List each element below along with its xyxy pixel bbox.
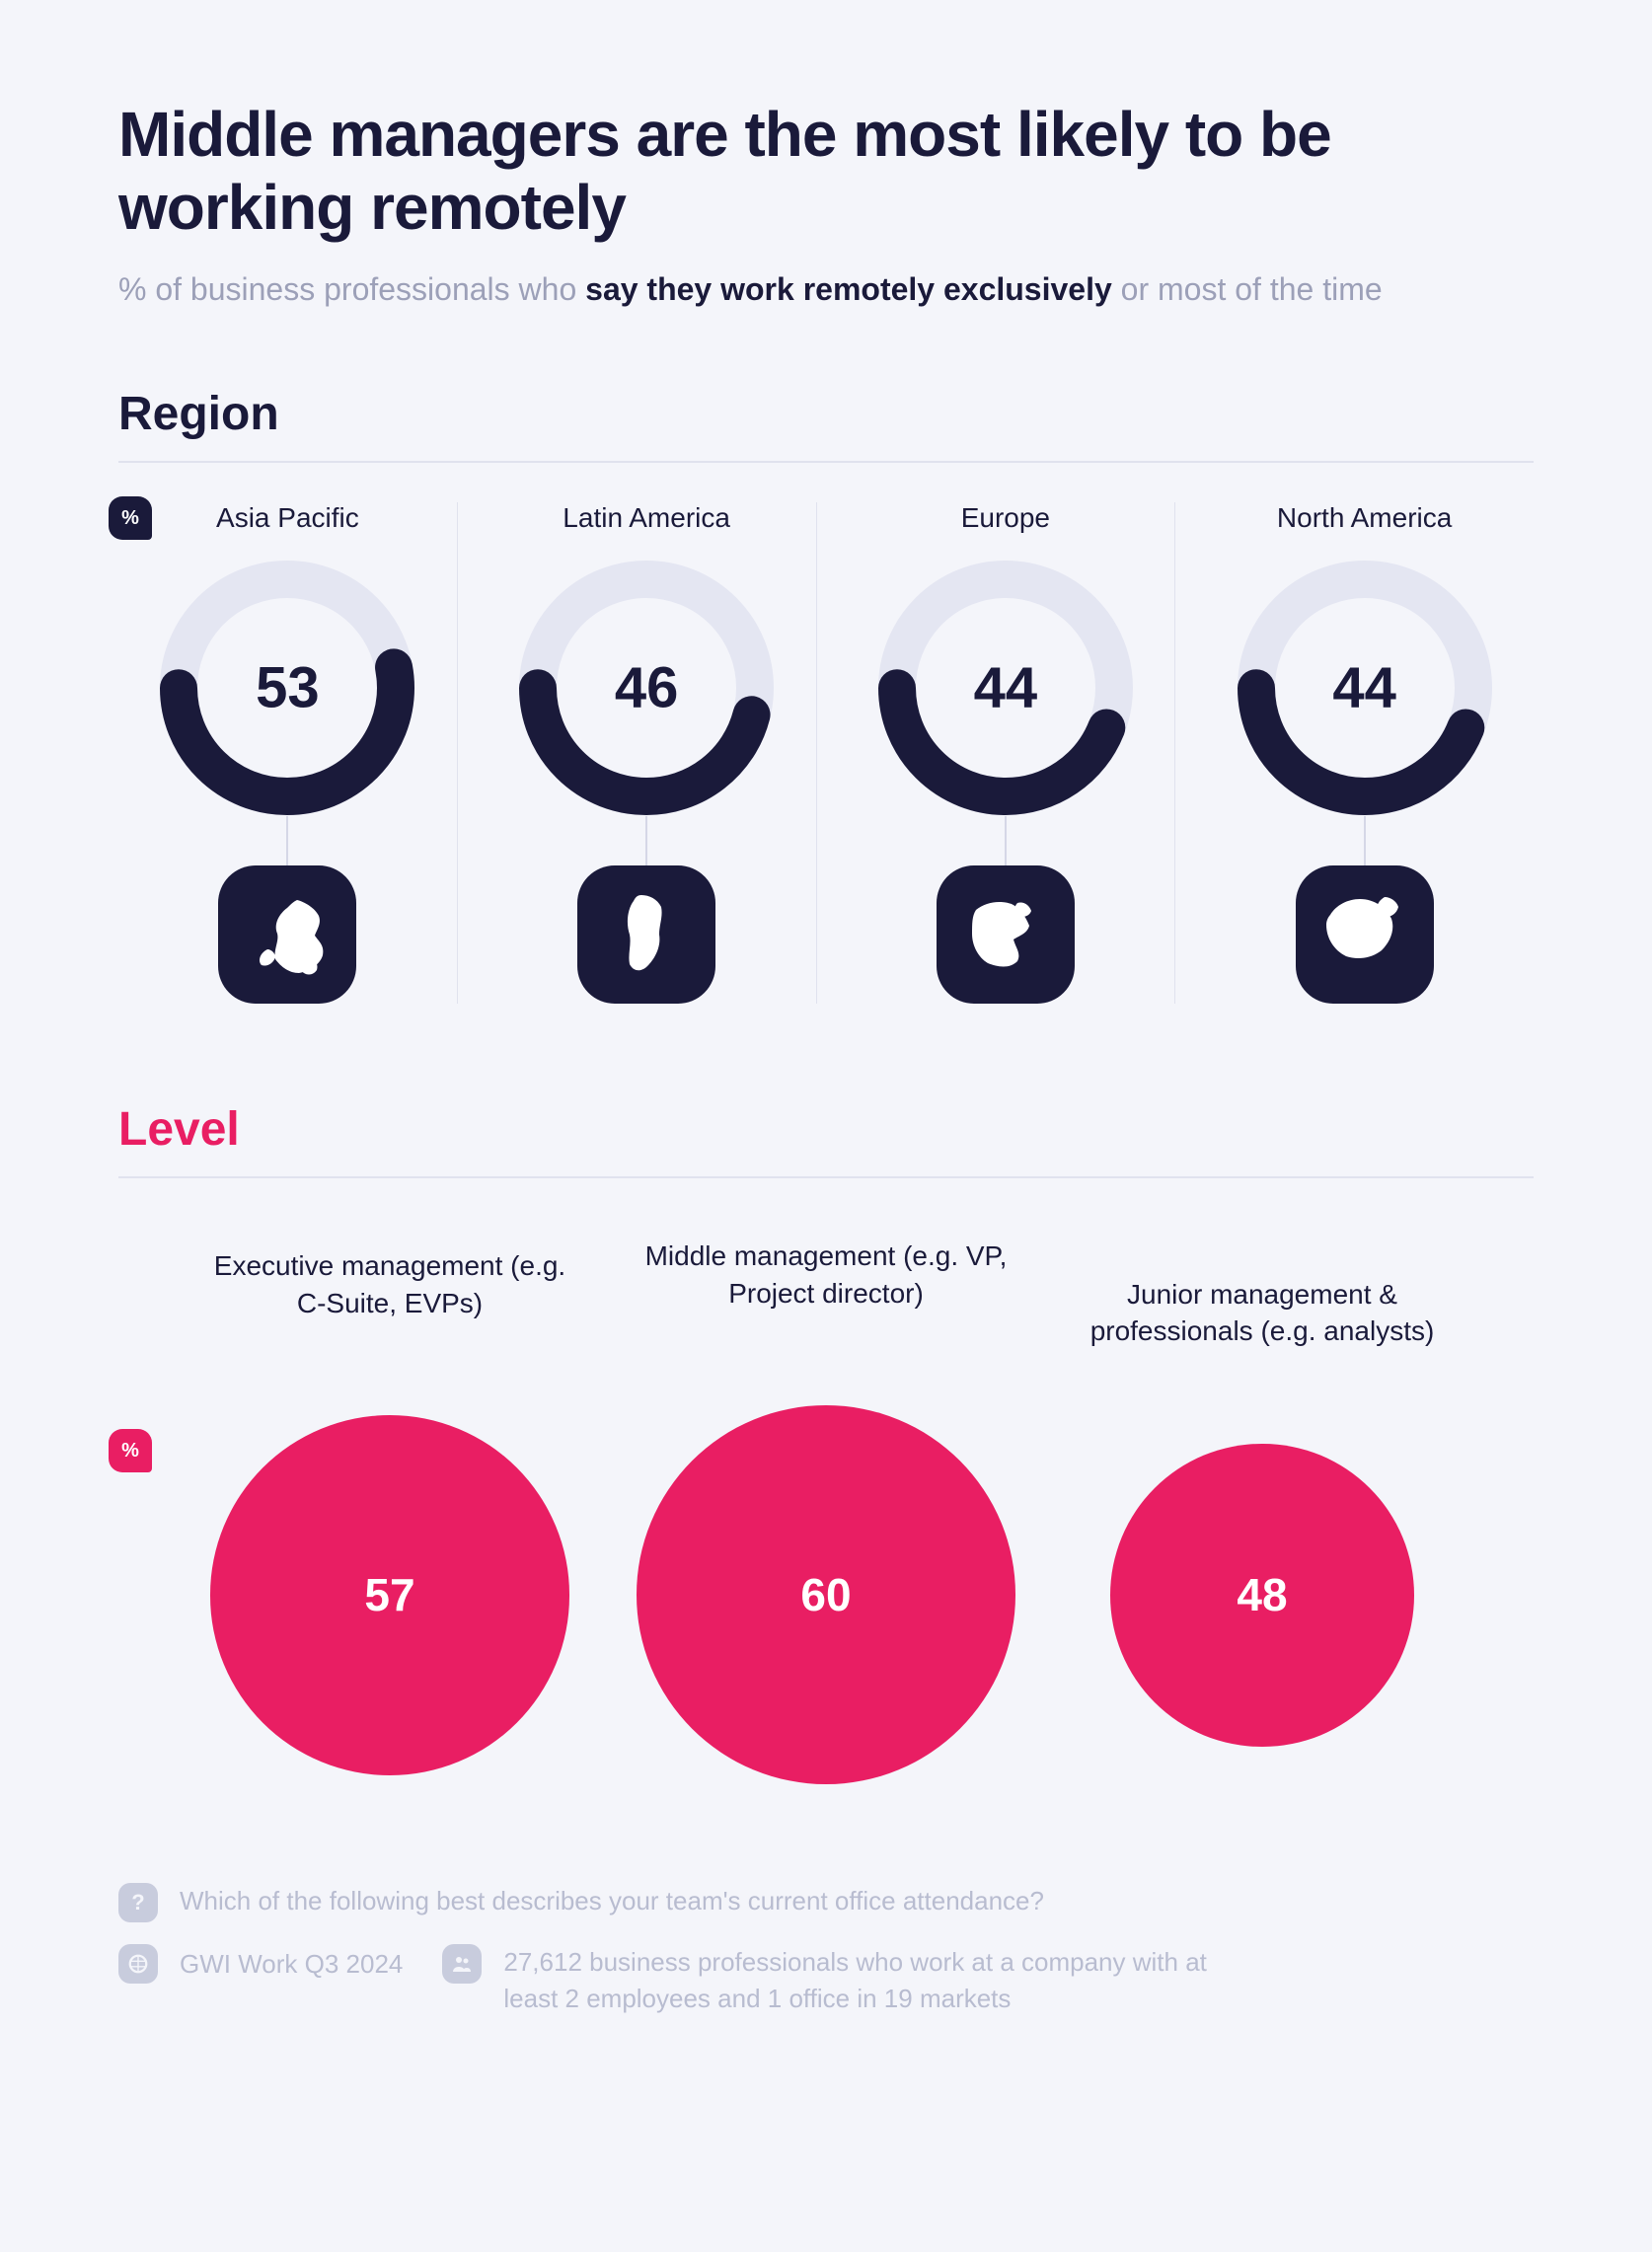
bubble-chart-circle: 60 bbox=[637, 1405, 1015, 1784]
bubble-chart-circle: 48 bbox=[1110, 1444, 1413, 1747]
footer: ? Which of the following best describes … bbox=[118, 1883, 1534, 2016]
subtitle-suffix: or most of the time bbox=[1112, 271, 1383, 307]
footer-question: Which of the following best describes yo… bbox=[180, 1883, 1044, 1918]
bubble-value: 57 bbox=[364, 1568, 414, 1621]
subtitle: % of business professionals who say they… bbox=[118, 271, 1534, 308]
region-item: Europe 44 bbox=[837, 502, 1176, 1004]
region-heading: Region bbox=[118, 387, 1534, 463]
donut-chart: 46 bbox=[518, 560, 775, 816]
region-item: Asia Pacific 53 bbox=[118, 502, 458, 1004]
connector-line bbox=[286, 816, 288, 865]
donut-value: 53 bbox=[256, 655, 320, 721]
level-item: Junior management & professionals (e.g. … bbox=[1075, 1276, 1450, 1747]
region-label: Asia Pacific bbox=[216, 502, 359, 534]
donut-chart: 53 bbox=[159, 560, 415, 816]
bubble-chart-circle: 57 bbox=[210, 1415, 570, 1775]
donut-value: 44 bbox=[1332, 655, 1396, 721]
bubble-value: 48 bbox=[1237, 1568, 1287, 1621]
footer-sample: 27,612 business professionals who work a… bbox=[503, 1944, 1214, 2016]
percent-badge-icon bbox=[109, 496, 152, 540]
level-row: Executive management (e.g. C-Suite, EVPs… bbox=[118, 1218, 1534, 1784]
donut-value: 46 bbox=[615, 655, 679, 721]
subtitle-prefix: % of business professionals who bbox=[118, 271, 585, 307]
sample-icon bbox=[442, 1944, 482, 1984]
percent-badge-icon bbox=[109, 1429, 152, 1472]
source-icon bbox=[118, 1944, 158, 1984]
connector-line bbox=[1005, 816, 1007, 865]
page-title: Middle managers are the most likely to b… bbox=[118, 99, 1534, 244]
connector-line bbox=[1364, 816, 1366, 865]
level-label: Middle management (e.g. VP, Project dire… bbox=[638, 1238, 1014, 1356]
region-row: Asia Pacific 53 Latin America 46 Eur bbox=[118, 502, 1534, 1004]
region-label: Europe bbox=[961, 502, 1050, 534]
bubble-value: 60 bbox=[800, 1568, 851, 1621]
globe-icon bbox=[937, 865, 1075, 1004]
subtitle-bold: say they work remotely exclusively bbox=[585, 271, 1112, 307]
region-item: North America 44 bbox=[1195, 502, 1534, 1004]
question-icon: ? bbox=[118, 1883, 158, 1922]
level-label: Executive management (e.g. C-Suite, EVPs… bbox=[202, 1247, 577, 1366]
region-label: Latin America bbox=[563, 502, 730, 534]
globe-icon bbox=[577, 865, 715, 1004]
level-item: Executive management (e.g. C-Suite, EVPs… bbox=[202, 1247, 577, 1775]
region-label: North America bbox=[1277, 502, 1452, 534]
level-heading: Level bbox=[118, 1102, 1534, 1178]
footer-source: GWI Work Q3 2024 bbox=[180, 1946, 403, 1982]
donut-chart: 44 bbox=[877, 560, 1134, 816]
level-item: Middle management (e.g. VP, Project dire… bbox=[637, 1238, 1015, 1784]
connector-line bbox=[645, 816, 647, 865]
region-item: Latin America 46 bbox=[478, 502, 817, 1004]
donut-chart: 44 bbox=[1237, 560, 1493, 816]
level-label: Junior management & professionals (e.g. … bbox=[1075, 1276, 1450, 1394]
donut-value: 44 bbox=[974, 655, 1038, 721]
globe-icon bbox=[1296, 865, 1434, 1004]
globe-icon bbox=[218, 865, 356, 1004]
